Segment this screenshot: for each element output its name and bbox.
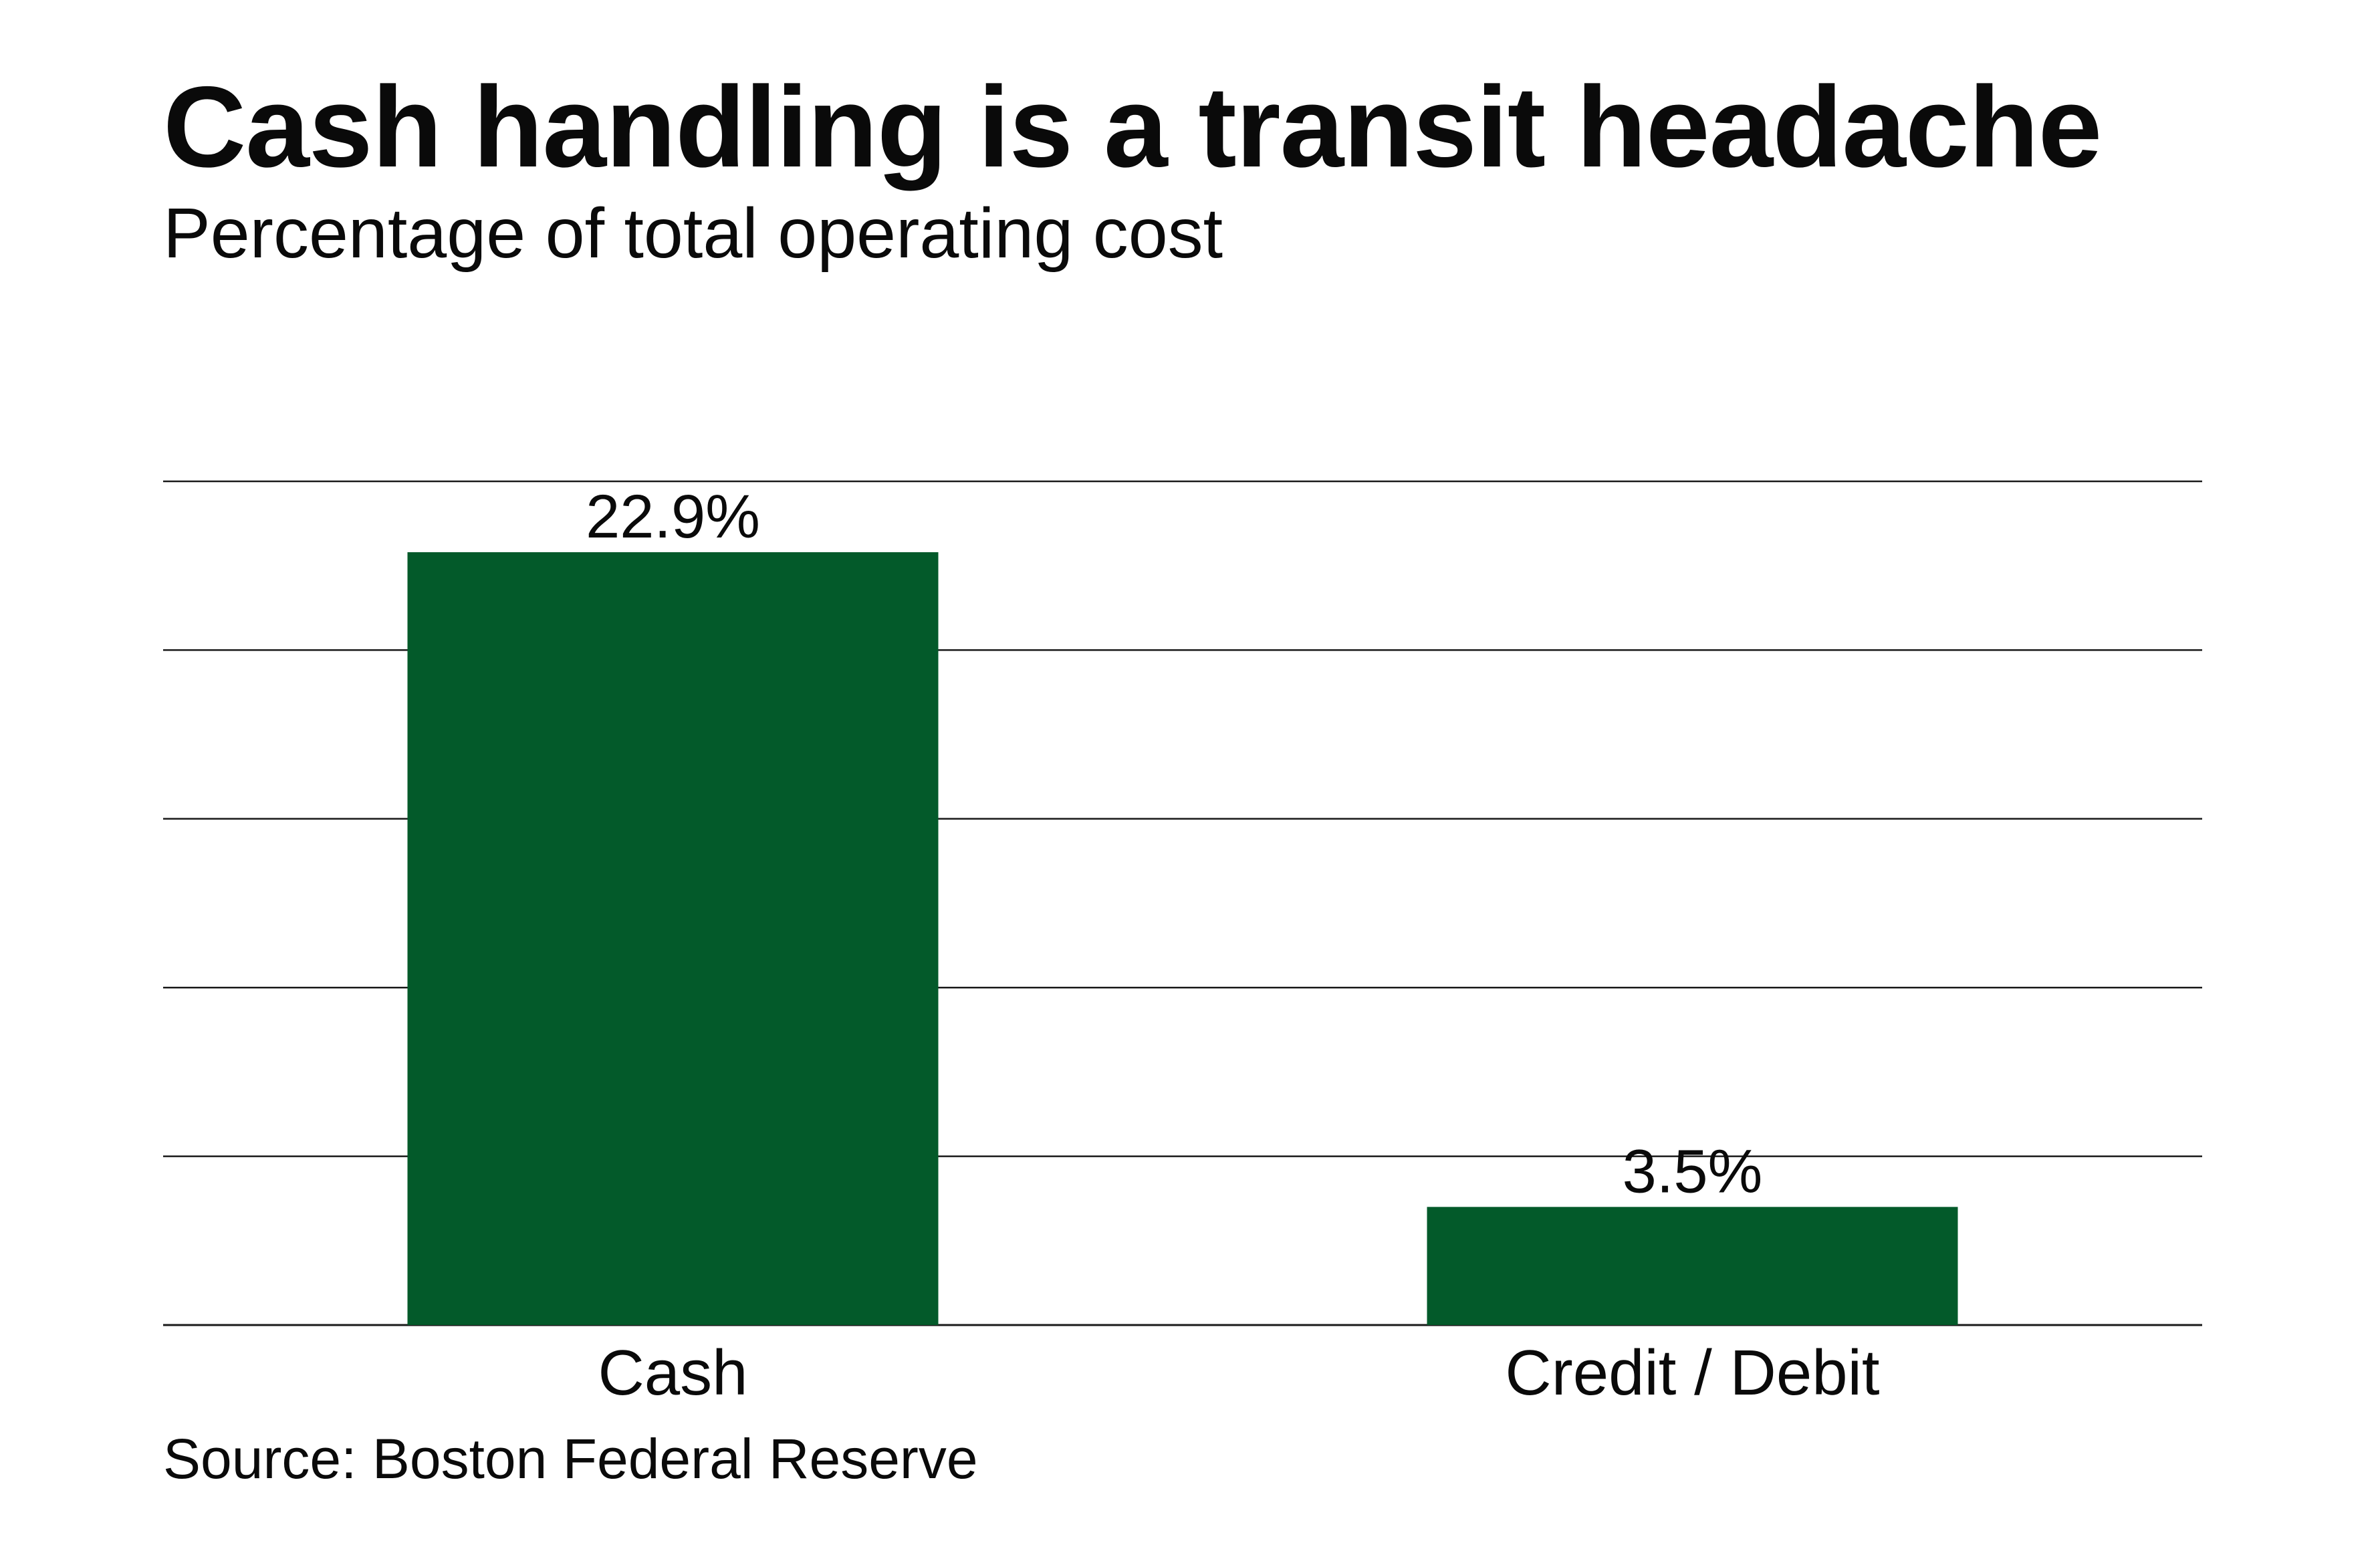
x-tick-labels: Cash Credit / Debit (598, 1337, 1879, 1409)
chart-title: Cash handling is a transit headache (163, 63, 2102, 191)
chart-subtitle: Percentage of total operating cost (163, 194, 1223, 273)
x-tick-label: Cash (598, 1337, 747, 1409)
source-note: Source: Boston Federal Reserve (163, 1427, 978, 1490)
x-tick-label: Credit / Debit (1505, 1337, 1879, 1409)
bar-cash (407, 552, 939, 1325)
data-labels: 22.9% 3.5% (586, 483, 1762, 1205)
data-label: 22.9% (586, 483, 760, 551)
bar-credit-debit (1427, 1207, 1958, 1325)
bars (407, 552, 1958, 1325)
data-label: 3.5% (1623, 1137, 1763, 1205)
